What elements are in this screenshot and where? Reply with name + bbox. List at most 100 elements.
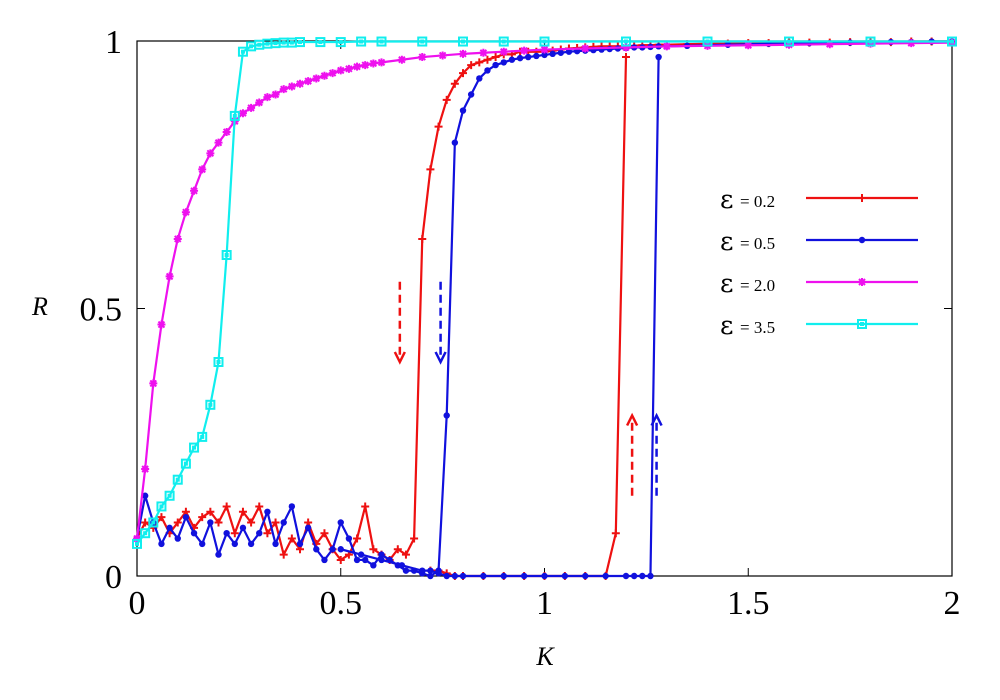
series-line [136, 40, 952, 562]
data-point [540, 45, 549, 54]
hysteresis-arrows [393, 281, 663, 496]
data-point [475, 58, 484, 67]
data-point [247, 540, 255, 548]
series-line [430, 57, 628, 578]
data-point [312, 74, 321, 83]
data-point [205, 399, 216, 410]
data-point [328, 69, 337, 78]
data-point [263, 93, 272, 102]
x-tick-label: 0.5 [320, 585, 363, 622]
series-line [340, 57, 660, 578]
series-4 [133, 38, 956, 543]
data-point [479, 48, 488, 57]
data-point [199, 540, 206, 548]
data-point [907, 39, 916, 48]
data-point [443, 572, 450, 580]
data-point [140, 528, 151, 539]
data-point [223, 530, 230, 537]
legend-marker [858, 194, 866, 202]
data-point [239, 524, 247, 532]
data-point [622, 572, 630, 580]
data-point [655, 53, 662, 61]
arrow-up [625, 412, 639, 496]
data-point [622, 53, 630, 62]
data-point [197, 431, 208, 442]
series-2 [133, 38, 956, 580]
x-axis-label: K [535, 642, 555, 671]
data-point [784, 36, 794, 47]
data-point [602, 572, 609, 580]
data-point [182, 513, 190, 521]
data-point [198, 513, 207, 522]
data-point [190, 530, 198, 537]
data-point [336, 555, 345, 564]
y-tick-label: 0.5 [80, 292, 123, 329]
axis-ticks [136, 40, 953, 577]
series-3 [337, 53, 662, 580]
data-point [207, 519, 214, 526]
y-tick-label: 1 [105, 24, 122, 61]
data-point [133, 534, 141, 543]
data-point [272, 540, 279, 548]
legend-entry: ε = 3.5 [720, 311, 918, 341]
data-point [263, 529, 272, 538]
data-point [345, 535, 353, 542]
data-point [702, 36, 713, 47]
legend-value: = 0.5 [740, 234, 775, 253]
data-point [647, 572, 654, 580]
series-layer [132, 36, 957, 580]
data-point [189, 442, 200, 453]
data-point [630, 572, 638, 580]
data-point [149, 379, 158, 388]
data-point [320, 71, 329, 80]
data-point [500, 59, 507, 66]
data-point [435, 570, 442, 577]
data-point [434, 122, 443, 131]
data-point [357, 551, 365, 558]
data-point [296, 540, 304, 548]
data-point [541, 572, 548, 580]
data-point [237, 46, 248, 57]
data-point [337, 546, 344, 553]
data-point [180, 458, 191, 469]
data-point [418, 53, 427, 62]
data-point [539, 36, 550, 47]
data-point [467, 61, 476, 70]
data-point [825, 40, 834, 49]
series-line [135, 40, 952, 578]
data-point [353, 556, 361, 564]
legend-value: = 2.0 [740, 276, 775, 295]
data-point [271, 518, 280, 527]
data-point [459, 107, 467, 114]
legend-value: = 0.2 [740, 192, 775, 211]
data-point [166, 524, 173, 532]
data-point [215, 551, 222, 558]
data-point [459, 69, 467, 78]
data-point [231, 540, 238, 548]
data-point [484, 67, 491, 74]
data-point [295, 37, 305, 48]
data-point [866, 39, 875, 48]
data-point [172, 474, 183, 485]
legend-marker [858, 278, 866, 286]
data-point [287, 82, 296, 91]
data-point [255, 502, 264, 511]
legend-value: = 3.5 [740, 318, 775, 337]
data-point [362, 556, 369, 564]
data-point [214, 518, 223, 527]
data-point [525, 53, 532, 61]
data-point [467, 91, 475, 98]
data-point [398, 562, 406, 569]
data-point [491, 53, 500, 62]
data-point [206, 149, 215, 158]
data-point [174, 535, 181, 542]
data-point [947, 36, 957, 47]
data-point [320, 529, 329, 538]
data-point [238, 109, 247, 118]
data-point [483, 55, 492, 64]
data-point [296, 79, 304, 88]
data-point [304, 77, 313, 86]
data-point [565, 48, 573, 55]
data-point [549, 50, 556, 58]
